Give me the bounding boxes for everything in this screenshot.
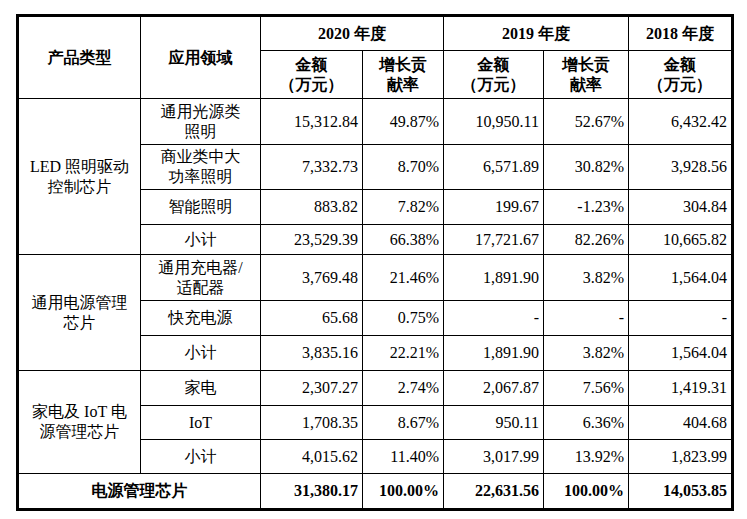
field-cell: 智能照明 (141, 190, 261, 225)
header-amount-2020: 金额 （万元） (261, 51, 363, 99)
field-cell: 小计 (141, 440, 261, 474)
growth-cell: 13.92% (544, 440, 629, 474)
header-amount-2018: 金额 （万元） (629, 51, 733, 99)
header-product-type: 产品类型 (18, 16, 141, 99)
amount-cell: 1,564.04 (629, 255, 733, 301)
header-year-2019: 2019 年度 (444, 16, 629, 51)
growth-cell: 7.56% (544, 371, 629, 406)
growth-cell: 82.26% (544, 225, 629, 255)
amount-cell: 7,332.73 (261, 145, 363, 190)
amount-cell: 950.11 (444, 406, 544, 440)
field-cell: IoT (141, 406, 261, 440)
header-year-2018: 2018 年度 (629, 16, 733, 51)
amount-cell: 10,950.11 (444, 99, 544, 145)
total-amount-cell: 31,380.17 (261, 474, 363, 510)
amount-cell: 1,823.99 (629, 440, 733, 474)
amount-cell: 65.68 (261, 301, 363, 336)
document-page: 产品类型 应用领域 2020 年度 2019 年度 2018 年度 金额 （万元… (0, 0, 747, 519)
amount-cell: 3,835.16 (261, 336, 363, 371)
product-type-cell: 通用电源管理 芯片 (18, 255, 141, 371)
amount-cell: 1,564.04 (629, 336, 733, 371)
amount-cell: 1,891.90 (444, 255, 544, 301)
total-amount-cell: 22,631.56 (444, 474, 544, 510)
total-amount-cell: 14,053.85 (629, 474, 733, 510)
total-row: 电源管理芯片 31,380.17 100.00% 22,631.56 100.0… (18, 474, 733, 510)
growth-cell: 6.36% (544, 406, 629, 440)
growth-cell: 3.82% (544, 255, 629, 301)
table-row: 通用电源管理 芯片 通用充电器/ 适配器 3,769.48 21.46% 1,8… (18, 255, 733, 301)
total-label-cell: 电源管理芯片 (18, 474, 261, 510)
field-cell: 小计 (141, 225, 261, 255)
amount-cell: 3,769.48 (261, 255, 363, 301)
amount-cell: 2,307.27 (261, 371, 363, 406)
amount-cell: 883.82 (261, 190, 363, 225)
amount-cell: 304.84 (629, 190, 733, 225)
header-application-field: 应用领域 (141, 16, 261, 99)
header-year-2020: 2020 年度 (261, 16, 444, 51)
amount-cell: 17,721.67 (444, 225, 544, 255)
amount-cell: - (629, 301, 733, 336)
growth-cell: 0.75% (363, 301, 444, 336)
amount-cell: 1,419.31 (629, 371, 733, 406)
amount-cell: 3,928.56 (629, 145, 733, 190)
growth-cell: - (544, 301, 629, 336)
field-cell: 通用充电器/ 适配器 (141, 255, 261, 301)
amount-cell: 15,312.84 (261, 99, 363, 145)
field-cell: 商业类中大 功率照明 (141, 145, 261, 190)
table-row: LED 照明驱动 控制芯片 通用光源类 照明 15,312.84 49.87% … (18, 99, 733, 145)
amount-cell: - (444, 301, 544, 336)
amount-cell: 4,015.62 (261, 440, 363, 474)
growth-cell: -1.23% (544, 190, 629, 225)
product-type-cell: LED 照明驱动 控制芯片 (18, 99, 141, 255)
growth-cell: 3.82% (544, 336, 629, 371)
growth-cell: 49.87% (363, 99, 444, 145)
amount-cell: 3,017.99 (444, 440, 544, 474)
field-cell: 小计 (141, 336, 261, 371)
revenue-table: 产品类型 应用领域 2020 年度 2019 年度 2018 年度 金额 （万元… (16, 14, 734, 511)
amount-cell: 1,708.35 (261, 406, 363, 440)
growth-cell: 22.21% (363, 336, 444, 371)
amount-cell: 23,529.39 (261, 225, 363, 255)
product-type-cell: 家电及 IoT 电 源管理芯片 (18, 371, 141, 474)
table-row: 家电及 IoT 电 源管理芯片 家电 2,307.27 2.74% 2,067.… (18, 371, 733, 406)
field-cell: 快充电源 (141, 301, 261, 336)
amount-cell: 2,067.87 (444, 371, 544, 406)
growth-cell: 66.38% (363, 225, 444, 255)
total-growth-cell: 100.00% (544, 474, 629, 510)
amount-cell: 6,571.89 (444, 145, 544, 190)
total-growth-cell: 100.00% (363, 474, 444, 510)
field-cell: 通用光源类 照明 (141, 99, 261, 145)
growth-cell: 8.70% (363, 145, 444, 190)
amount-cell: 6,432.42 (629, 99, 733, 145)
header-growth-2020: 增长贡 献率 (363, 51, 444, 99)
header-amount-2019: 金额 （万元） (444, 51, 544, 99)
growth-cell: 21.46% (363, 255, 444, 301)
amount-cell: 404.68 (629, 406, 733, 440)
field-cell: 家电 (141, 371, 261, 406)
growth-cell: 7.82% (363, 190, 444, 225)
growth-cell: 11.40% (363, 440, 444, 474)
growth-cell: 2.74% (363, 371, 444, 406)
amount-cell: 10,665.82 (629, 225, 733, 255)
growth-cell: 30.82% (544, 145, 629, 190)
amount-cell: 199.67 (444, 190, 544, 225)
header-growth-2019: 增长贡 献率 (544, 51, 629, 99)
amount-cell: 1,891.90 (444, 336, 544, 371)
growth-cell: 52.67% (544, 99, 629, 145)
growth-cell: 8.67% (363, 406, 444, 440)
